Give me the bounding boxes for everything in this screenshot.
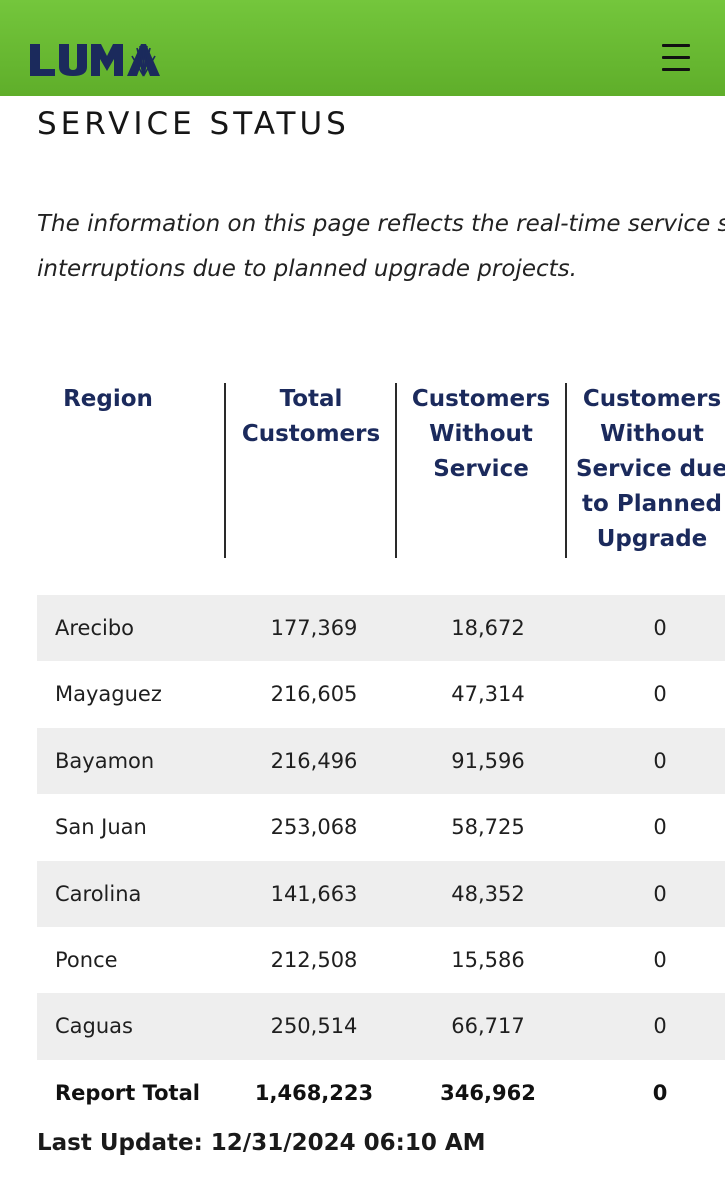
- table-row-bayamon: Bayamon 216,496 91,596 0: [37, 727, 725, 795]
- last-update-timestamp: Last Update: 12/31/2024 06:10 AM: [37, 1130, 486, 1156]
- without-service-cell: 91,596: [451, 748, 525, 773]
- total-customers-cell: 253,068: [270, 815, 358, 840]
- header-line: Total: [279, 386, 343, 412]
- table-row-mayaguez: Mayaguez 216,605 47,314 0: [37, 661, 725, 727]
- service-status-table: Arecibo 177,369 18,672 0 Mayaguez 216,60…: [37, 595, 725, 1126]
- region-cell: Mayaguez: [55, 682, 162, 707]
- table-row-report-total: Report Total 1,468,223 346,962 0: [37, 1060, 725, 1126]
- column-header-total-customers: Total Customers: [228, 382, 394, 452]
- menu-bar-middle: [662, 56, 690, 59]
- without-service-cell: 15,586: [451, 947, 525, 972]
- page-title: SERVICE STATUS: [37, 106, 350, 142]
- intro-text: The information on this page reflects th…: [37, 202, 725, 292]
- column-header-region: Region: [38, 382, 178, 417]
- region-cell: Carolina: [55, 881, 142, 906]
- column-divider: [395, 383, 397, 558]
- table-row-arecibo: Arecibo 177,369 18,672 0: [37, 595, 725, 662]
- column-divider: [565, 383, 567, 558]
- table-row-caguas: Caguas 250,514 66,717 0: [37, 993, 725, 1060]
- header-line: Upgrade: [596, 526, 708, 552]
- without-service-cell: 346,962: [440, 1080, 536, 1105]
- column-header-planned-upgrade: Customers Without Service due to Planned…: [568, 382, 725, 557]
- intro-line-2: interruptions due to planned upgrade pro…: [37, 256, 577, 282]
- total-customers-cell: 1,468,223: [254, 1080, 374, 1105]
- planned-upgrade-cell: 0: [653, 815, 667, 840]
- planned-upgrade-cell: 0: [652, 1080, 668, 1105]
- header-line: Without: [600, 421, 704, 447]
- site-header: [0, 0, 725, 96]
- header-line: Service: [433, 456, 529, 482]
- table-row-ponce: Ponce 212,508 15,586 0: [37, 927, 725, 993]
- total-customers-cell: 216,496: [270, 748, 358, 773]
- header-line: Customers: [411, 386, 551, 412]
- total-customers-cell: 141,663: [270, 881, 358, 906]
- header-line: Region: [63, 386, 153, 412]
- luma-logo-mark: [30, 44, 160, 77]
- header-line: Customers: [241, 421, 381, 447]
- total-customers-cell: 250,514: [270, 1014, 358, 1039]
- planned-upgrade-cell: 0: [653, 682, 667, 707]
- planned-upgrade-cell: 0: [653, 881, 667, 906]
- header-line: to Planned: [582, 491, 722, 517]
- menu-bar-top: [662, 44, 690, 47]
- region-cell: Arecibo: [55, 616, 135, 640]
- without-service-cell: 48,352: [451, 881, 525, 906]
- hamburger-menu-icon[interactable]: [658, 40, 696, 74]
- planned-upgrade-cell: 0: [653, 748, 667, 773]
- table-row-carolina: Carolina 141,663 48,352 0: [37, 860, 725, 927]
- region-cell: Ponce: [55, 947, 118, 972]
- total-customers-cell: 177,369: [270, 616, 358, 640]
- without-service-cell: 18,672: [451, 616, 525, 640]
- menu-bar-bottom: [662, 68, 690, 71]
- luma-logo[interactable]: [28, 42, 164, 78]
- header-line: Without: [429, 421, 533, 447]
- total-customers-cell: 212,508: [270, 947, 358, 972]
- without-service-cell: 66,717: [451, 1014, 525, 1039]
- without-service-cell: 58,725: [451, 815, 525, 840]
- header-line: Service due: [575, 456, 725, 482]
- intro-line-1: The information on this page reflects th…: [37, 211, 725, 237]
- table-row-san-juan: San Juan 253,068 58,725 0: [37, 794, 725, 860]
- total-customers-cell: 216,605: [270, 682, 358, 707]
- without-service-cell: 47,314: [451, 682, 525, 707]
- planned-upgrade-cell: 0: [653, 616, 667, 640]
- region-cell: San Juan: [55, 815, 147, 840]
- header-line: Customers: [582, 386, 722, 412]
- planned-upgrade-cell: 0: [653, 947, 667, 972]
- region-cell: Bayamon: [55, 748, 155, 773]
- column-divider: [224, 383, 226, 558]
- region-cell: Report Total: [55, 1080, 200, 1105]
- planned-upgrade-cell: 0: [653, 1014, 667, 1039]
- region-cell: Caguas: [55, 1014, 133, 1039]
- column-header-customers-without-service: Customers Without Service: [398, 382, 564, 487]
